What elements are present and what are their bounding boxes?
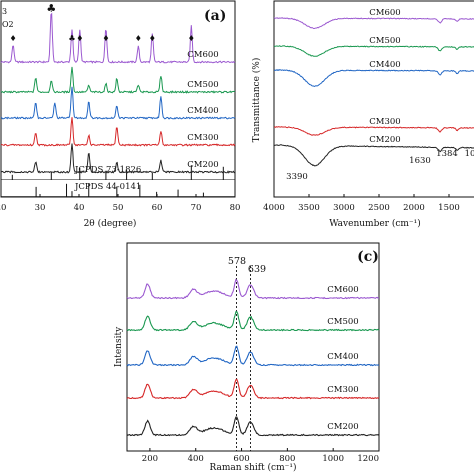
raman-trace-cm600: [126, 278, 380, 300]
raman-series-label-cm200: CM200: [327, 422, 358, 432]
phase-marker-diamond: ♦: [149, 34, 156, 43]
annotation-3390: 3390: [286, 172, 308, 182]
raman-trace-cm200: [126, 416, 380, 437]
raman-x-tick-label: 400: [188, 454, 204, 464]
raman-series-label-cm400: CM400: [327, 352, 358, 362]
xrd-series-label-cm400: CM400: [187, 106, 218, 116]
ftir-series-label-cm500: CM500: [369, 36, 400, 46]
raman-x-tick-label: 1200: [357, 454, 379, 464]
xrd-trace-cm600: [0, 12, 236, 64]
raman-peak-578-label: 578: [228, 256, 246, 267]
ftir-trace-cm600: [273, 17, 474, 29]
ftir-trace-cm500: [273, 45, 474, 57]
annotation-1630: 1630: [409, 156, 431, 166]
raman-peak-639-label: 639: [248, 264, 266, 275]
phase-marker-diamond: ♦: [10, 34, 17, 43]
xrd-series-label-cm300: CM300: [187, 133, 218, 143]
raman-series-label-cm500: CM500: [327, 317, 358, 327]
raman-x-tick-label: 800: [279, 454, 295, 464]
panel-c-label: (c): [357, 249, 379, 265]
raman-trace-cm400: [126, 345, 380, 367]
raman-series-label-cm600: CM600: [327, 285, 358, 295]
annotation-1384: 1384: [436, 149, 458, 159]
xrd-trace-cm400: [0, 86, 236, 120]
phase-marker-diamond: ♦: [135, 34, 142, 43]
ftir-x-tick-label: 4000: [263, 203, 285, 213]
reference-label-jcpds-73-1826: JCPDS 73-1826: [74, 165, 141, 175]
reference-label-jcpds-44-0141: JCPDS 44-0141: [74, 182, 141, 192]
xrd-series-label-cm200: CM200: [187, 160, 218, 170]
phase-marker-spade: ♣: [46, 2, 56, 15]
phase-marker-spade: ♣: [68, 34, 75, 43]
xrd-x-tick-label: 40: [74, 203, 85, 213]
ftir-x-tick-label: 2000: [403, 203, 425, 213]
xrd-x-tick-label: 30: [35, 203, 46, 213]
raman-series-label-cm300: CM300: [327, 385, 358, 395]
raman-trace-cm300: [126, 378, 380, 400]
panel-b: CM600 CM500 CM400 CM300 CM200 4000 3500 3000 25…: [251, 0, 474, 229]
ftir-series-label-cm600: CM600: [369, 8, 400, 18]
xrd-x-tick-label: 80: [230, 203, 241, 213]
ftir-trace-cm400: [273, 69, 474, 87]
panel-c-frame: [126, 242, 380, 452]
panel-b-frame: [273, 0, 474, 198]
panel-c: CM600 CM500 CM400 CM300 CM200 200 400 600 800 10…: [114, 242, 380, 473]
ftir-x-tick-label: 3000: [333, 203, 355, 213]
ftir-trace-cm200: [273, 144, 474, 167]
panel-c-xlabel: Raman shift (cm⁻¹): [210, 462, 297, 473]
phase-marker-diamond: ♦: [76, 34, 83, 43]
raman-trace-cm500: [126, 311, 380, 332]
phase-marker-diamond: ♦: [102, 34, 109, 43]
ftir-x-tick-label: 2500: [368, 203, 390, 213]
ftir-x-tick-label: 1500: [438, 203, 460, 213]
xrd-trace-cm300: [0, 117, 236, 147]
raman-x-tick-label: 600: [233, 454, 249, 464]
panel-b-xlabel: Wavenumber (cm⁻¹): [329, 218, 421, 229]
ftir-series-label-cm300: CM300: [369, 117, 400, 127]
xrd-series-label-cm600: CM600: [187, 50, 218, 60]
raman-x-tick-label: 200: [142, 454, 158, 464]
ftir-series-label-cm400: CM400: [369, 60, 400, 70]
xrd-x-tick-label: 50: [113, 203, 124, 213]
xrd-x-tick-label: 20: [0, 203, 6, 213]
annotation-10: 10: [465, 149, 474, 159]
panel-a: JCPDS 73-1826 JCPDS 44-0141 CM600 CM500 CM4…: [0, 0, 241, 229]
xrd-series-label-cm500: CM500: [187, 80, 218, 90]
xrd-x-tick-label: 60: [152, 203, 163, 213]
xrd-trace-cm200: [0, 143, 236, 174]
panel-c-ylabel: Intensity: [114, 326, 124, 367]
ftir-trace-cm300: [273, 126, 474, 136]
legend-fragment-1: 3: [2, 7, 7, 16]
xrd-trace-cm500: [0, 66, 236, 94]
panel-a-xlabel: 2θ (degree): [84, 218, 137, 229]
ftir-x-tick-label: 3500: [298, 203, 320, 213]
phase-marker-diamond: ♦: [188, 34, 195, 43]
legend-fragment-2: O2: [2, 20, 14, 29]
xrd-x-tick-label: 70: [191, 203, 202, 213]
panel-b-ylabel: Transmittance (%): [251, 58, 262, 143]
panel-a-label: (a): [204, 8, 226, 24]
raman-x-tick-label: 1000: [322, 454, 344, 464]
ftir-series-label-cm200: CM200: [369, 135, 400, 145]
